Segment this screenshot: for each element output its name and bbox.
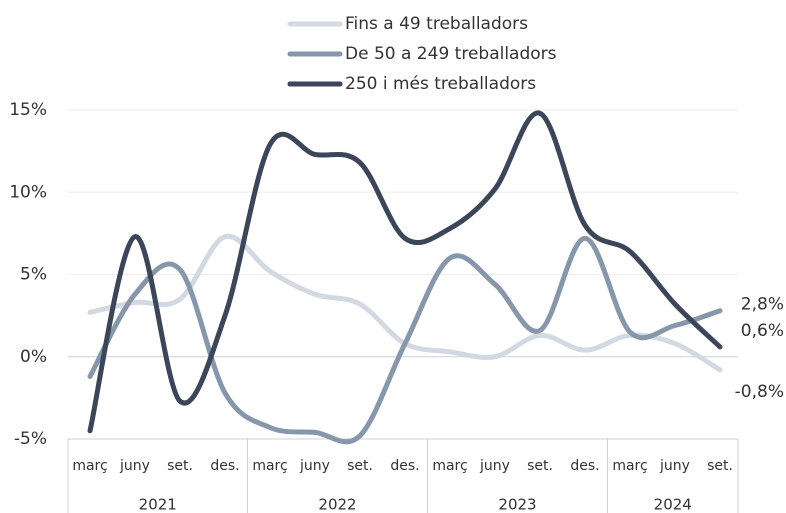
- x-tick-label: des.: [570, 458, 599, 474]
- x-tick-label: des.: [210, 458, 239, 474]
- x-tick-label: set.: [347, 458, 373, 474]
- series-line: [87, 110, 723, 434]
- data-label: -0,8%: [735, 382, 784, 402]
- x-tick-label: des.: [390, 458, 419, 474]
- x-tick-label: juny: [479, 458, 510, 474]
- x-tick-label: març: [612, 458, 647, 474]
- y-tick-label: 0%: [20, 347, 47, 367]
- data-label: 2,8%: [741, 295, 784, 315]
- legend-label: 250 i més treballadors: [345, 74, 536, 94]
- x-tick-label: juny: [299, 458, 330, 474]
- year-label: 2021: [139, 496, 177, 513]
- y-tick-label: -5%: [14, 429, 47, 449]
- x-tick-label: set.: [167, 458, 193, 474]
- y-tick-label: 15%: [9, 100, 47, 120]
- year-label: 2024: [654, 496, 692, 513]
- data-label: 0,6%: [741, 321, 784, 341]
- year-label: 2022: [318, 496, 356, 513]
- series-line: [87, 233, 723, 373]
- year-label: 2023: [498, 496, 536, 513]
- y-tick-label: 10%: [9, 182, 47, 202]
- legend-label: De 50 a 249 treballadors: [345, 44, 557, 64]
- legend-label: Fins a 49 treballadors: [345, 14, 528, 34]
- x-tick-label: set.: [527, 458, 553, 474]
- x-tick-label: març: [72, 458, 107, 474]
- y-tick-label: 5%: [20, 265, 47, 285]
- x-tick-label: març: [252, 458, 287, 474]
- x-tick-label: març: [432, 458, 467, 474]
- series-line: [87, 235, 723, 445]
- x-tick-label: set.: [707, 458, 733, 474]
- x-tick-label: juny: [659, 458, 690, 474]
- x-tick-label: juny: [119, 458, 150, 474]
